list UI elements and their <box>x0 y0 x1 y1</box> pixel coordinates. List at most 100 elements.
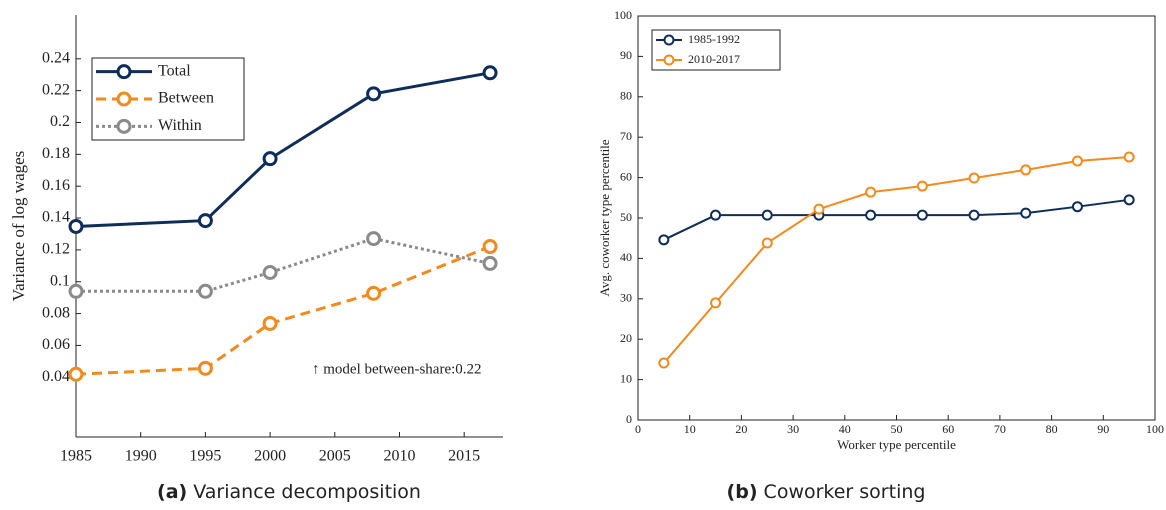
x-tick-label: 2010 <box>383 448 415 465</box>
data-point <box>865 186 877 198</box>
series-line <box>663 155 1130 364</box>
series-line <box>76 237 491 293</box>
x-tick-label: 1990 <box>125 448 157 465</box>
y-tick-label: 0.16 <box>42 177 70 194</box>
y-tick-label: 10 <box>620 371 632 385</box>
y-tick-label: 0.22 <box>42 81 70 98</box>
y-tick-label: 0.12 <box>42 241 70 258</box>
y-tick-label: 100 <box>614 8 632 22</box>
x-tick-label: 1995 <box>189 448 221 465</box>
x-tick-label: 2005 <box>319 448 351 465</box>
data-point <box>968 172 980 184</box>
y-tick-label: 0 <box>626 412 632 426</box>
data-point <box>366 285 382 301</box>
x-axis-label: Worker type percentile <box>837 437 956 452</box>
legend-marker <box>116 64 132 80</box>
data-point <box>482 255 498 271</box>
caption-text: Coworker sorting <box>764 481 926 503</box>
x-tick-label: 2015 <box>448 448 480 465</box>
legend-label: 2010-2017 <box>688 52 740 66</box>
legend-marker <box>116 118 132 134</box>
x-tick-label: 50 <box>891 422 903 436</box>
y-tick-label: 40 <box>620 250 632 264</box>
x-tick-label: 20 <box>735 422 747 436</box>
data-point <box>916 209 928 221</box>
legend-marker <box>663 54 675 66</box>
caption: (b) Coworker sorting <box>727 481 926 503</box>
data-point <box>68 283 84 299</box>
legend-marker <box>663 34 675 46</box>
series-line <box>663 198 1130 241</box>
data-point <box>68 366 84 382</box>
y-tick-label: 0.2 <box>50 113 70 130</box>
x-tick-label: 80 <box>1046 422 1058 436</box>
x-tick-label: 60 <box>942 422 954 436</box>
data-point <box>1123 194 1135 206</box>
legend-label: Total <box>158 62 191 79</box>
annotation: ↑ model between-share:0.22 <box>312 361 482 377</box>
x-tick-label: 2000 <box>254 448 286 465</box>
data-point <box>262 151 278 167</box>
y-axis-label: Variance of log wages <box>9 151 28 302</box>
x-tick-label: 40 <box>839 422 851 436</box>
y-tick-label: 50 <box>620 210 632 224</box>
y-tick-label: 0.06 <box>42 336 70 353</box>
y-tick-label: 60 <box>620 169 632 183</box>
y-tick-label: 90 <box>620 48 632 62</box>
y-tick-label: 30 <box>620 291 632 305</box>
data-point <box>482 239 498 255</box>
data-point <box>1123 151 1135 163</box>
data-point <box>366 231 382 247</box>
x-tick-label: 10 <box>684 422 696 436</box>
data-point <box>710 297 722 309</box>
y-axis-label: Avg. coworker type percentile <box>597 139 612 296</box>
y-tick-label: 0.04 <box>42 368 70 385</box>
data-point <box>813 203 825 215</box>
x-tick-label: 0 <box>635 422 641 436</box>
legend-marker <box>116 91 132 107</box>
caption-label: (a) <box>157 481 187 503</box>
legend-label: Within <box>158 117 202 134</box>
y-tick-label: 0.1 <box>50 272 70 289</box>
data-point <box>68 218 84 234</box>
data-point <box>916 180 928 192</box>
data-point <box>658 234 670 246</box>
y-tick-label: 70 <box>620 129 632 143</box>
caption-text: Variance decomposition <box>193 481 421 503</box>
x-tick-label: 30 <box>787 422 799 436</box>
y-tick-label: 0.24 <box>42 49 70 66</box>
data-point <box>710 209 722 221</box>
data-point <box>366 86 382 102</box>
data-point <box>1020 207 1032 219</box>
caption: (a) Variance decomposition <box>157 481 421 503</box>
y-tick-label: 20 <box>620 331 632 345</box>
data-point <box>197 213 213 229</box>
legend-label: Between <box>158 90 214 107</box>
data-point <box>262 315 278 331</box>
x-tick-label: 70 <box>994 422 1006 436</box>
data-point <box>1071 155 1083 167</box>
data-point <box>658 357 670 369</box>
legend-label: 1985-1992 <box>688 32 740 46</box>
caption-label: (b) <box>727 481 758 503</box>
data-point <box>197 360 213 376</box>
data-point <box>761 209 773 221</box>
y-tick-label: 0.18 <box>42 145 70 162</box>
y-tick-label: 0.14 <box>42 209 70 226</box>
data-point <box>968 209 980 221</box>
series-line <box>75 245 491 376</box>
data-point <box>761 237 773 249</box>
data-point <box>1020 164 1032 176</box>
data-point <box>865 209 877 221</box>
y-tick-label: 80 <box>620 89 632 103</box>
x-tick-label: 90 <box>1097 422 1109 436</box>
data-point <box>262 264 278 280</box>
x-tick-label: 100 <box>1146 422 1164 436</box>
data-point <box>1071 201 1083 213</box>
data-point <box>482 65 498 81</box>
data-point <box>197 283 213 299</box>
x-tick-label: 1985 <box>60 448 92 465</box>
y-tick-label: 0.08 <box>42 304 70 321</box>
